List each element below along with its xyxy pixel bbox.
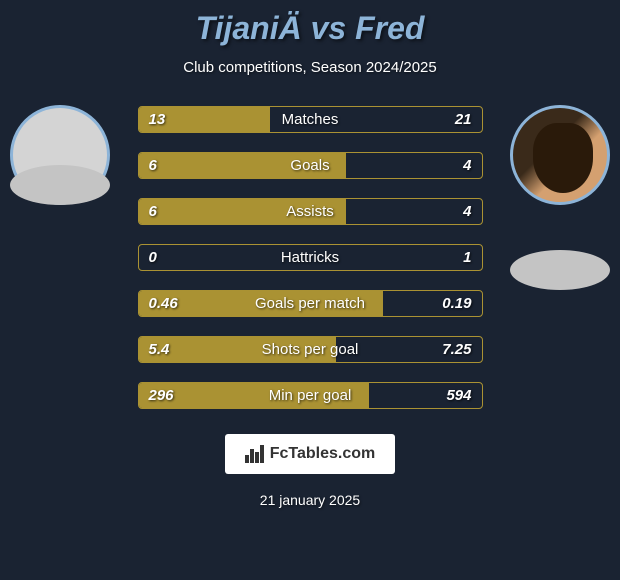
stat-label: Goals [290, 157, 329, 174]
stat-row: 13 21 Matches [138, 106, 483, 133]
logo-chart-icon [245, 445, 265, 463]
stat-value-right: 4 [463, 203, 471, 220]
stat-label: Shots per goal [262, 341, 359, 358]
stat-value-left: 6 [149, 157, 157, 174]
stat-label: Assists [286, 203, 334, 220]
stat-value-right: 4 [463, 157, 471, 174]
avatar-face-icon [533, 123, 593, 193]
stat-row: 296 594 Min per goal [138, 382, 483, 409]
stat-value-right: 1 [463, 249, 471, 266]
stat-value-left: 6 [149, 203, 157, 220]
footer-date: 21 january 2025 [260, 492, 360, 508]
stat-value-right: 7.25 [442, 341, 471, 358]
stat-label: Goals per match [255, 295, 365, 312]
stats-container: 13 21 Matches 6 4 Goals 6 4 Assists 0 1 Hattricks 0.… [138, 106, 483, 409]
stat-value-left: 0.46 [149, 295, 178, 312]
stat-label: Matches [282, 111, 339, 128]
stat-value-left: 5.4 [149, 341, 170, 358]
stat-row: 5.4 7.25 Shots per goal [138, 336, 483, 363]
stat-row: 0.46 0.19 Goals per match [138, 290, 483, 317]
main-container: TijaniÄ vs Fred Club competitions, Seaso… [0, 0, 620, 580]
stat-value-left: 0 [149, 249, 157, 266]
stat-row: 6 4 Goals [138, 152, 483, 179]
stat-value-right: 21 [455, 111, 472, 128]
player-right-badge [510, 250, 610, 290]
page-title: TijaniÄ vs Fred [196, 10, 425, 47]
stat-label: Hattricks [281, 249, 339, 266]
logo-text: FcTables.com [270, 445, 376, 463]
stat-row: 0 1 Hattricks [138, 244, 483, 271]
player-left-badge [10, 165, 110, 205]
stat-value-right: 594 [446, 387, 471, 404]
page-subtitle: Club competitions, Season 2024/2025 [183, 59, 437, 76]
stat-value-right: 0.19 [442, 295, 471, 312]
stat-label: Min per goal [269, 387, 352, 404]
stat-row: 6 4 Assists [138, 198, 483, 225]
footer-logo: FcTables.com [225, 434, 395, 474]
stat-value-left: 13 [149, 111, 166, 128]
player-right-avatar [510, 105, 610, 205]
stat-value-left: 296 [149, 387, 174, 404]
